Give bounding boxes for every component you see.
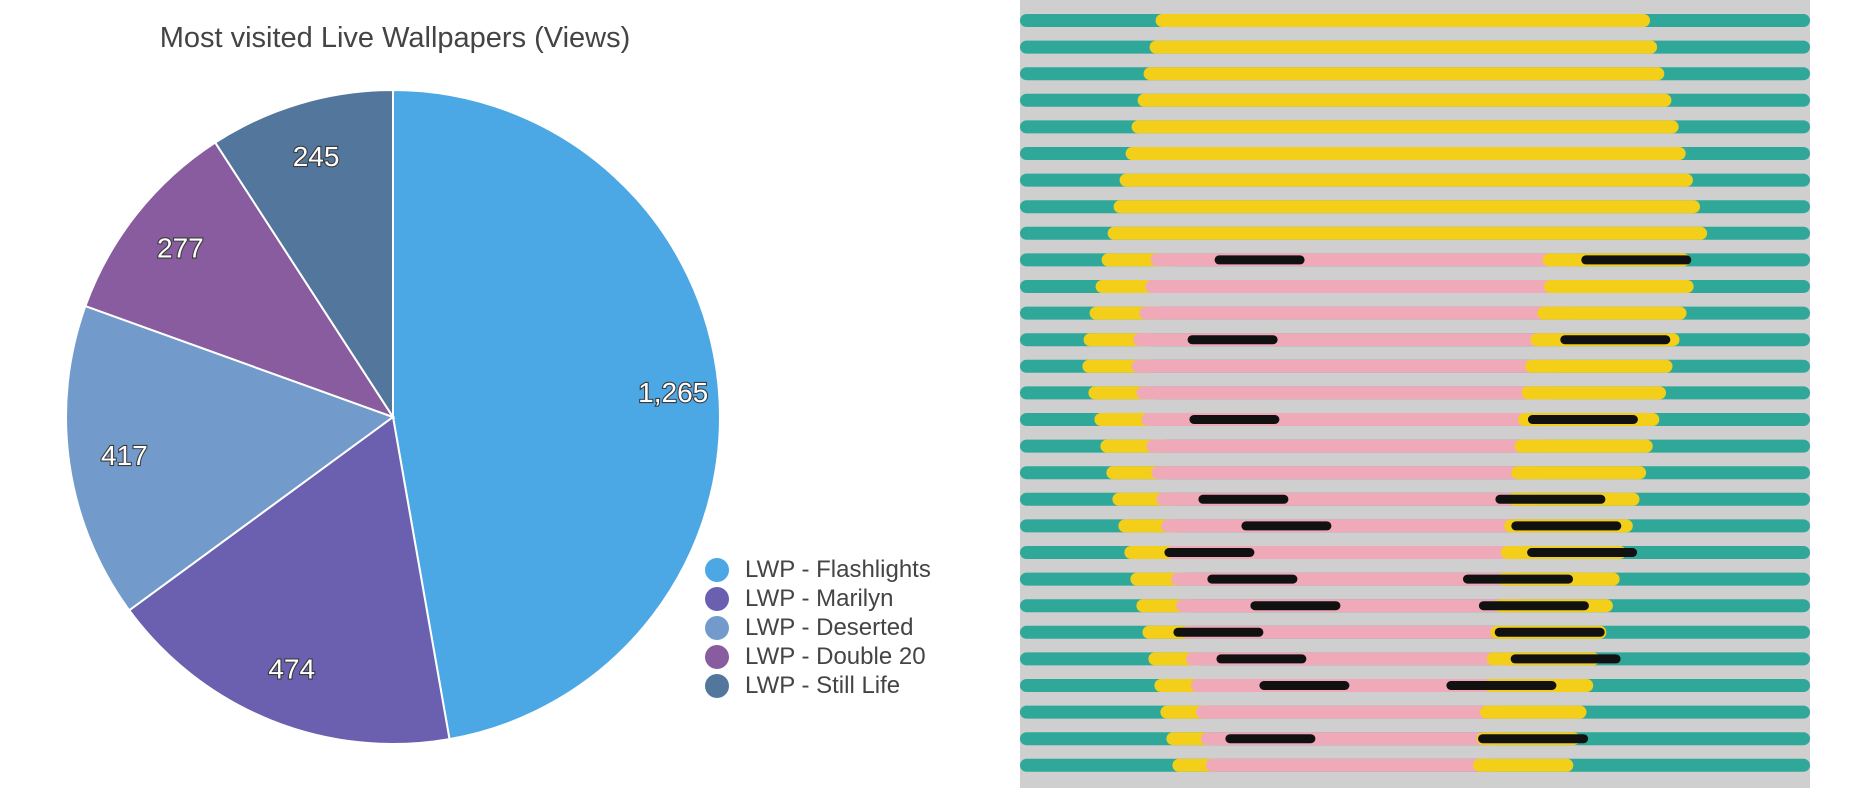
pie-chart: 1,265 474 417 277 245	[65, 88, 721, 745]
legend-item: LWP - Still Life	[705, 671, 931, 700]
legend-color-swatch	[705, 586, 729, 611]
pie-value-labels: 1,265 474 417 277 245	[100, 140, 709, 685]
legend-item: LWP - Flashlights	[705, 555, 931, 584]
chart-title: Most visited Live Wallpapers (Views)	[159, 22, 631, 54]
legend-label: LWP - Deserted	[745, 613, 914, 641]
pie-slice-lwp-flashlights	[392, 88, 721, 741]
pie-slices	[65, 88, 721, 745]
legend-color-swatch	[705, 673, 729, 698]
pie-slice-lwp-double-20	[84, 141, 396, 419]
striped-portrait-art	[1020, 0, 1810, 788]
slice-value-label: 1,265	[638, 377, 708, 408]
legend-color-swatch	[705, 615, 729, 640]
legend-item: LWP - Double 20	[705, 642, 931, 671]
slice-value-label: 417	[101, 440, 148, 471]
legend-label: LWP - Double 20	[745, 642, 926, 670]
pie-slice-lwp-deserted	[65, 304, 396, 612]
legend-color-swatch	[705, 557, 729, 582]
legend-label: LWP - Flashlights	[745, 555, 931, 583]
legend-color-swatch	[705, 644, 729, 669]
chart-legend: LWP - Flashlights LWP - Marilyn LWP - Dese…	[705, 555, 931, 700]
legend-label: LWP - Still Life	[745, 671, 901, 699]
slice-value-label: 277	[157, 233, 204, 264]
pie-slice-lwp-still-life	[213, 88, 394, 421]
legend-label: LWP - Marilyn	[745, 584, 894, 612]
pie-slice-lwp-marilyn	[127, 415, 451, 745]
slice-value-label: 474	[268, 653, 315, 684]
legend-item: LWP - Deserted	[705, 613, 931, 642]
slice-value-label: 245	[293, 141, 340, 172]
legend-item: LWP - Marilyn	[705, 584, 931, 613]
